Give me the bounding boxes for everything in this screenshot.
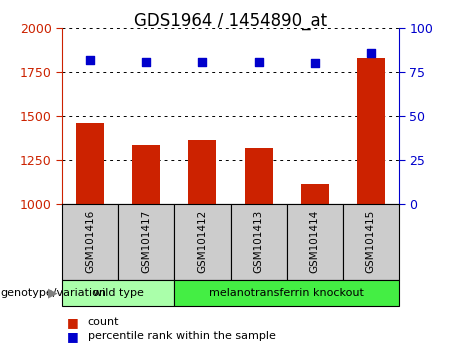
Text: GDS1964 / 1454890_at: GDS1964 / 1454890_at [134,12,327,30]
Point [255,59,262,64]
Text: melanotransferrin knockout: melanotransferrin knockout [209,288,364,298]
Bar [76,123,104,204]
Text: ■: ■ [67,316,78,329]
Text: ■: ■ [67,330,78,343]
Point [199,59,206,64]
Text: GSM101415: GSM101415 [366,210,376,273]
Text: GSM101412: GSM101412 [197,210,207,273]
Text: genotype/variation: genotype/variation [0,288,106,298]
Point [142,59,150,64]
Text: GSM101416: GSM101416 [85,210,95,273]
Point [311,61,318,66]
Text: GSM101413: GSM101413 [254,210,264,273]
Bar [244,148,272,204]
Bar [189,139,217,204]
Bar [357,58,385,204]
Text: GSM101414: GSM101414 [310,210,319,273]
Text: ▶: ▶ [48,286,58,299]
Bar [301,184,329,204]
Text: count: count [88,317,119,327]
Bar [132,145,160,204]
Text: percentile rank within the sample: percentile rank within the sample [88,331,276,341]
Point [87,57,94,63]
Text: GSM101417: GSM101417 [142,210,151,273]
Point [367,50,374,56]
Text: wild type: wild type [93,288,144,298]
